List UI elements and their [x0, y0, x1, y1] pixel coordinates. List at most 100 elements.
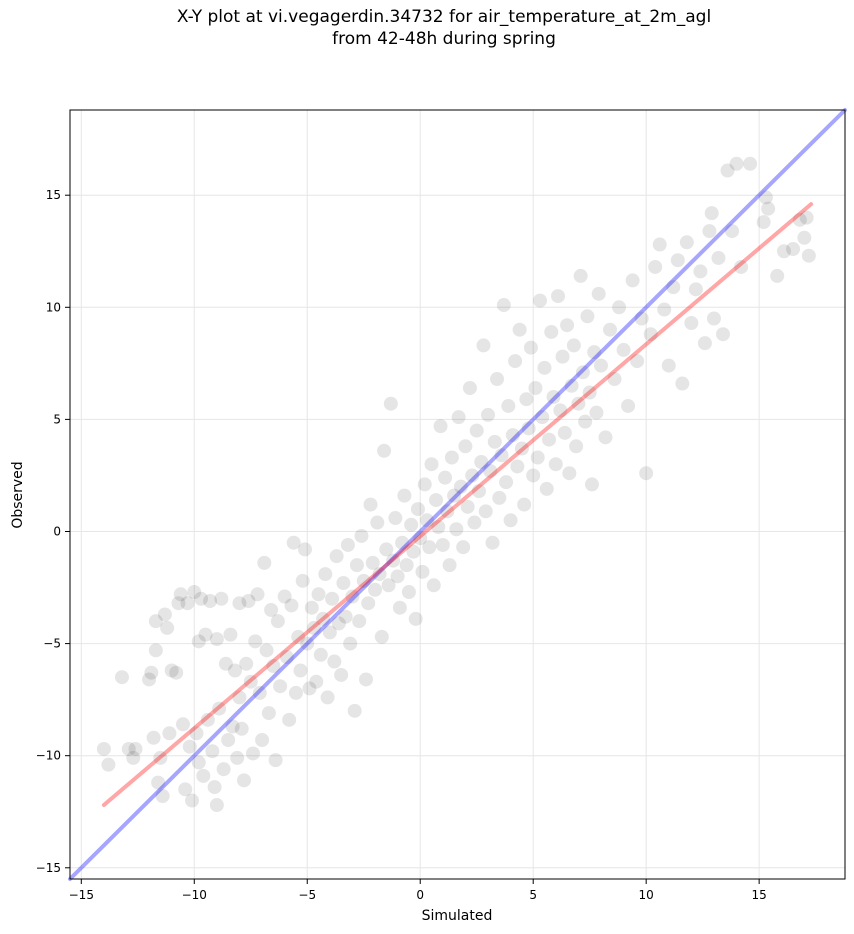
data-point	[383, 396, 398, 411]
data-point	[643, 327, 658, 342]
data-point	[241, 593, 256, 608]
data-point	[162, 726, 177, 741]
data-point	[532, 293, 547, 308]
data-point	[297, 542, 312, 557]
data-point	[390, 569, 405, 584]
data-point	[151, 775, 166, 790]
data-point	[546, 389, 561, 404]
chart-title: X-Y plot at vi.vegagerdin.34732 for air_…	[0, 6, 854, 50]
data-point	[528, 381, 543, 396]
data-point	[799, 210, 814, 225]
data-point	[442, 558, 457, 573]
data-point	[591, 286, 606, 301]
data-point	[801, 248, 816, 263]
data-point	[248, 634, 263, 649]
data-point	[580, 309, 595, 324]
data-point	[255, 732, 270, 747]
data-point	[419, 513, 434, 528]
data-point	[487, 434, 502, 449]
data-point	[318, 567, 333, 582]
data-point	[557, 425, 572, 440]
data-point	[575, 365, 590, 380]
data-point	[578, 414, 593, 429]
data-point	[227, 663, 242, 678]
data-point	[508, 354, 523, 369]
data-point	[456, 540, 471, 555]
data-point	[169, 665, 184, 680]
data-point	[399, 558, 414, 573]
data-point	[471, 484, 486, 499]
data-point	[697, 336, 712, 351]
y-axis-label: Observed	[10, 461, 26, 528]
data-point	[302, 681, 317, 696]
title-line-2: from 42-48h during spring	[332, 29, 556, 49]
y-tick-label: 0	[53, 524, 61, 538]
data-point	[440, 504, 455, 519]
data-point	[431, 520, 446, 535]
data-point	[666, 280, 681, 295]
data-point	[180, 596, 195, 611]
x-tick-label: 5	[529, 888, 537, 902]
data-point	[625, 273, 640, 288]
data-point	[449, 522, 464, 537]
x-tick-label: 10	[639, 888, 654, 902]
data-point	[587, 345, 602, 360]
data-point	[352, 614, 367, 629]
data-point	[652, 237, 667, 252]
data-point	[424, 457, 439, 472]
data-point	[340, 537, 355, 552]
data-point	[548, 457, 563, 472]
data-point	[417, 477, 432, 492]
data-point	[329, 549, 344, 564]
data-point	[358, 672, 373, 687]
data-point	[792, 212, 807, 227]
data-point	[503, 513, 518, 528]
x-axis-ticks: −15 −10 −5 0 5 10 15	[69, 879, 767, 902]
data-point	[214, 591, 229, 606]
data-point	[467, 515, 482, 530]
identity-line	[68, 108, 847, 881]
data-point	[126, 750, 141, 765]
data-point	[544, 324, 559, 339]
data-point	[675, 376, 690, 391]
data-point	[582, 385, 597, 400]
data-point	[413, 531, 428, 546]
data-point	[343, 636, 358, 651]
data-point	[535, 410, 550, 425]
data-point	[616, 342, 631, 357]
data-point	[485, 535, 500, 550]
data-point	[250, 587, 265, 602]
x-tick-label: −10	[182, 888, 207, 902]
data-point	[354, 528, 369, 543]
data-point	[469, 423, 484, 438]
data-point	[361, 596, 376, 611]
data-point	[560, 318, 575, 333]
x-tick-label: 15	[751, 888, 766, 902]
x-tick-label: −15	[69, 888, 94, 902]
data-point	[514, 441, 529, 456]
x-tick-label: 0	[416, 888, 424, 902]
data-point	[284, 598, 299, 613]
data-point	[607, 372, 622, 387]
data-point	[720, 163, 735, 178]
data-point	[551, 289, 566, 304]
data-point	[603, 322, 618, 337]
data-point	[101, 757, 116, 772]
data-point	[203, 593, 218, 608]
data-point	[688, 282, 703, 297]
data-point	[476, 338, 491, 353]
x-axis-label: Simulated	[422, 908, 493, 924]
data-point	[492, 490, 507, 505]
data-point	[257, 555, 272, 570]
data-point	[327, 654, 342, 669]
data-point	[589, 405, 604, 420]
data-point	[526, 468, 541, 483]
data-point	[761, 201, 776, 216]
data-point	[175, 717, 190, 732]
data-point	[300, 636, 315, 651]
y-tick-label: 5	[53, 412, 61, 426]
data-point	[191, 634, 206, 649]
data-point	[379, 542, 394, 557]
data-point	[216, 762, 231, 777]
